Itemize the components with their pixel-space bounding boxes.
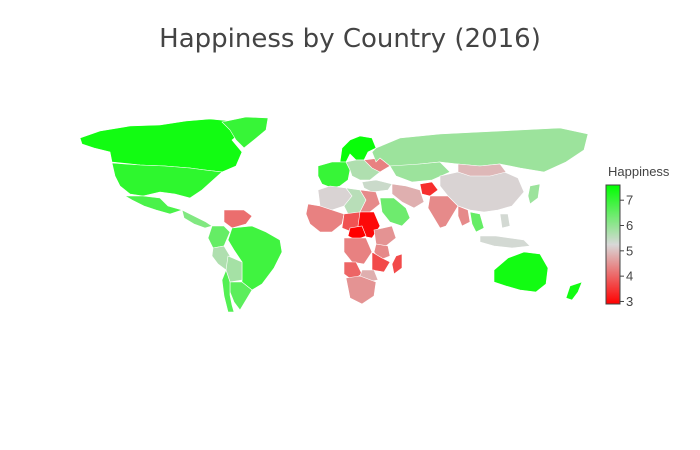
- colorbar-gradient: [605, 184, 621, 305]
- colorbar-tick-label: 3: [626, 294, 633, 309]
- region-venezuela[interactable]: Venezuela: [223, 209, 253, 229]
- region-scandinavia[interactable]: Scandinavia: [339, 135, 377, 163]
- region-bolivia[interactable]: Bolivia: [225, 255, 243, 283]
- colorbar-tick-label: 5: [626, 243, 633, 258]
- region-greenland[interactable]: Greenland: [221, 116, 269, 149]
- region-west-africa[interactable]: West Africa: [305, 203, 345, 233]
- region-russia[interactable]: Russia: [371, 127, 589, 173]
- region-myanmar[interactable]: Myanmar: [457, 205, 471, 227]
- region-iran[interactable]: Iran: [391, 183, 425, 209]
- region-mexico[interactable]: Mexico: [123, 195, 184, 215]
- region-australia[interactable]: Australia: [493, 251, 549, 293]
- region-brazil[interactable]: Brazil: [227, 225, 283, 291]
- colorbar-ticks: 3 4 5 6 7: [620, 193, 633, 309]
- chart-title: Happiness by Country (2016): [159, 24, 541, 54]
- region-argentina[interactable]: Argentina: [229, 281, 253, 311]
- colorbar: 3 4 5 6 7: [605, 184, 633, 309]
- region-mongolia[interactable]: Mongolia: [457, 163, 507, 177]
- region-saudi-arabia[interactable]: Saudi Arabia: [379, 197, 411, 227]
- region-turkey[interactable]: Turkey: [361, 179, 393, 193]
- colorbar-tick-label: 6: [626, 218, 633, 233]
- region-colombia[interactable]: Colombia: [207, 225, 231, 249]
- colorbar-title: Happiness: [608, 164, 670, 179]
- region-southern-africa[interactable]: Southern Africa: [345, 275, 377, 305]
- region-tanzania[interactable]: Tanzania: [371, 251, 391, 273]
- colorbar-tick-label: 7: [626, 193, 633, 208]
- region-chile[interactable]: Chile: [221, 269, 235, 313]
- region-new-zealand[interactable]: New Zealand: [565, 281, 583, 301]
- region-united-states[interactable]: United States: [111, 162, 223, 199]
- region-indonesia[interactable]: Indonesia: [479, 235, 531, 249]
- colorbar-tick-label: 4: [626, 269, 633, 284]
- region-ethiopia[interactable]: Ethiopia: [373, 225, 397, 247]
- region-thailand[interactable]: Thailand: [469, 211, 485, 233]
- region-dr-congo[interactable]: DR Congo: [343, 237, 373, 265]
- regions-layer: CanadaUnited StatesMexico Greenland Centra…: [79, 116, 589, 313]
- region-western-europe[interactable]: Western Europe: [317, 161, 351, 189]
- region-japan[interactable]: Japan: [527, 183, 541, 205]
- region-central-america[interactable]: Central America: [181, 209, 213, 229]
- region-philippines[interactable]: Philippines: [499, 213, 511, 229]
- region-madagascar[interactable]: Madagascar: [391, 253, 403, 275]
- region-canada[interactable]: Canada: [79, 117, 247, 173]
- region-afghanistan[interactable]: Afghanistan: [419, 181, 439, 197]
